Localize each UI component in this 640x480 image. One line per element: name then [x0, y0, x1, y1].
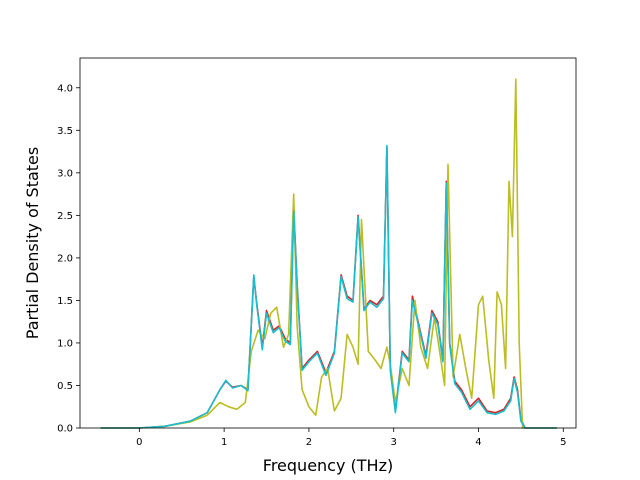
- x-tick-label: 0: [136, 437, 142, 448]
- x-tick-label: 1: [221, 437, 227, 448]
- y-tick-label: 1.5: [57, 296, 73, 307]
- y-axis-label: Partial Density of States: [23, 147, 42, 339]
- x-axis-label: Frequency (THz): [263, 456, 393, 475]
- x-tick-label: 3: [391, 437, 397, 448]
- plot-frame: [79, 57, 577, 429]
- y-tick-label: 2.0: [57, 253, 73, 264]
- x-tick-label: 2: [306, 437, 312, 448]
- series-line-3: [100, 144, 558, 429]
- y-tick-label: 1.0: [57, 338, 73, 349]
- x-tick-label: 4: [475, 437, 481, 448]
- y-tick-label: 2.5: [57, 211, 73, 222]
- y-tick-label: 3.5: [57, 126, 73, 137]
- y-tick-label: 4.0: [57, 83, 73, 94]
- y-ticks: 0.0 0.5 1.0 1.5 2.0 2.5 3.0 3.5 4.0: [57, 83, 80, 435]
- series-line-2: [100, 78, 558, 429]
- y-tick-label: 3.0: [57, 168, 73, 179]
- x-ticks: 0 1 2 3 4 5: [136, 428, 566, 448]
- series-layer: [100, 78, 558, 429]
- y-tick-label: 0.0: [57, 424, 73, 435]
- x-tick-label: 5: [560, 437, 566, 448]
- y-tick-label: 0.5: [57, 381, 73, 392]
